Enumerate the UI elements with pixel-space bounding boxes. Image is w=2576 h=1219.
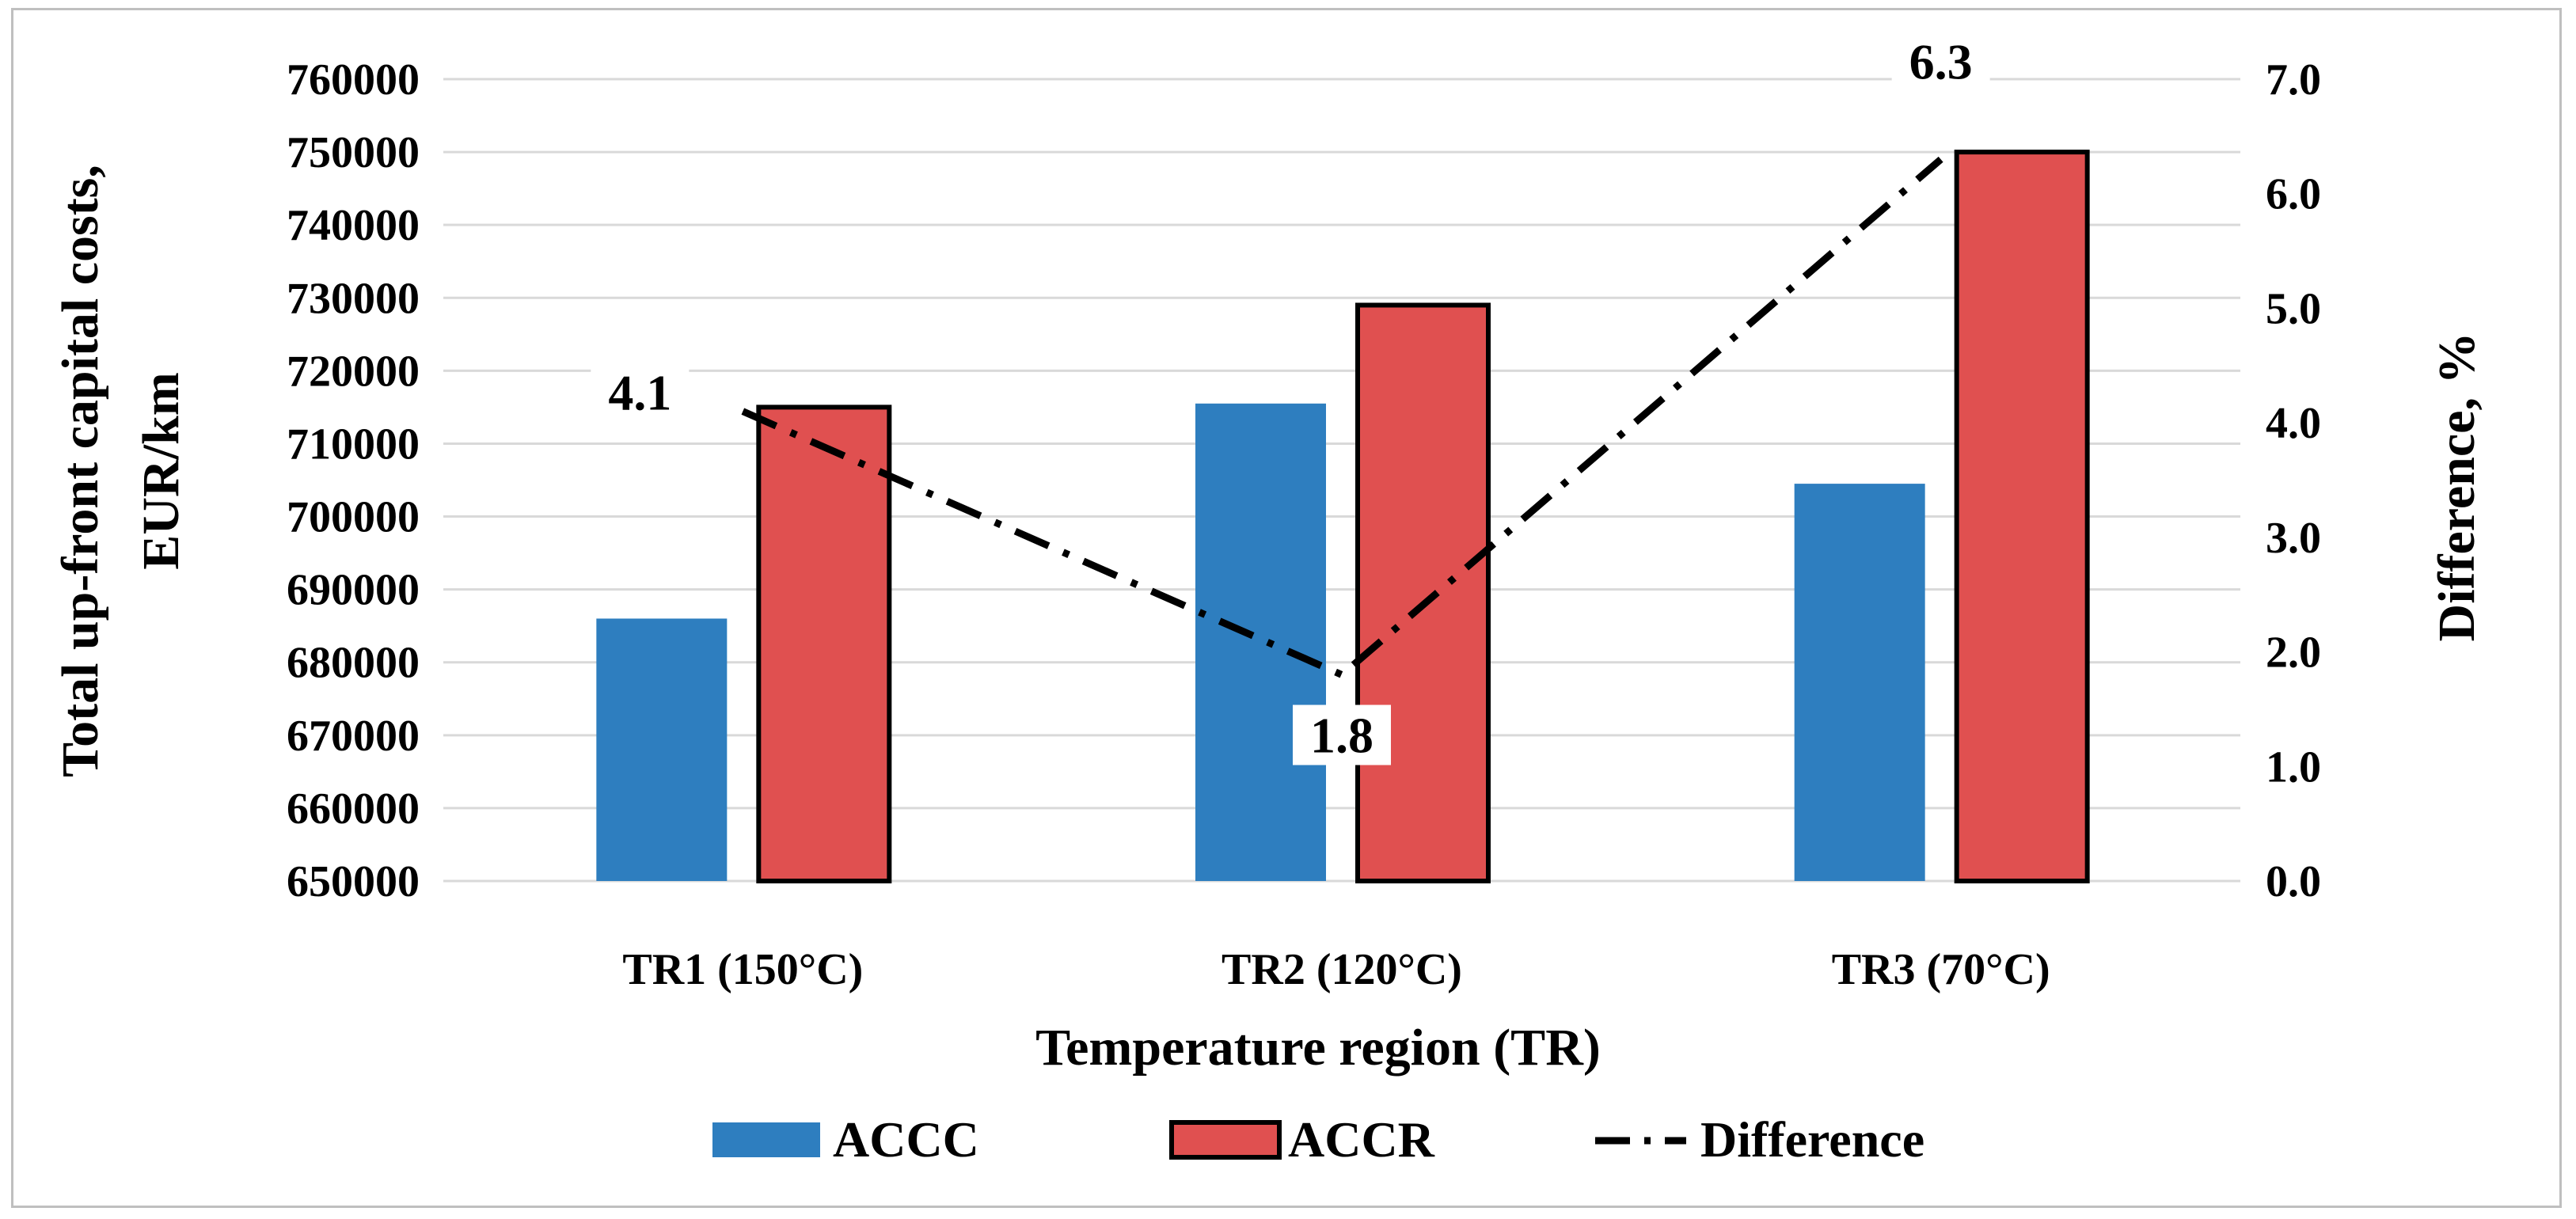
left-axis-ticks: 650000 660000 670000 680000 690000 700000 7100… <box>287 55 420 906</box>
y2-axis-title: Difference, % <box>2428 332 2486 642</box>
legend: ACCC ACCR Difference <box>712 1111 1924 1168</box>
data-labels: 4.1 1.8 6.3 <box>591 31 1990 765</box>
y2-tick-label: 6.0 <box>2266 170 2321 219</box>
data-label: 1.8 <box>1310 708 1373 764</box>
y-tick-label: 740000 <box>287 201 420 250</box>
y2-tick-label: 3.0 <box>2266 514 2321 563</box>
y-tick-label: 710000 <box>287 420 420 469</box>
bar-accc <box>1195 403 1326 881</box>
legend-swatch-accc <box>712 1122 820 1157</box>
y-tick-label: 730000 <box>287 274 420 323</box>
bar-accr <box>756 404 892 883</box>
data-label: 4.1 <box>608 365 671 421</box>
bar-accr <box>1355 302 1491 883</box>
x-axis-ticks: TR1 (150°C) TR2 (120°C) TR3 (70°C) <box>622 945 2050 994</box>
data-label-bg <box>591 362 690 423</box>
legend-label-accc: ACCC <box>833 1111 979 1168</box>
bars <box>596 150 2090 884</box>
y-tick-label: 680000 <box>287 639 420 688</box>
bar-accc <box>1794 484 1925 881</box>
x-axis-title: Temperature region (TR) <box>1035 1019 1601 1077</box>
difference-series-line <box>741 156 1943 679</box>
bar-accc <box>596 618 728 881</box>
x-tick-label: TR2 (120°C) <box>1222 945 1462 994</box>
data-label: 6.3 <box>1909 33 1973 89</box>
y-tick-label: 760000 <box>287 55 420 104</box>
legend-swatch-accr <box>1169 1120 1282 1160</box>
gridlines <box>443 78 2240 883</box>
legend-label-accr: ACCR <box>1288 1111 1435 1168</box>
y2-tick-label: 7.0 <box>2266 55 2321 104</box>
right-axis-ticks: 0.0 1.0 2.0 3.0 4.0 5.0 6.0 7.0 <box>2266 55 2321 906</box>
y2-tick-label: 1.0 <box>2266 742 2321 792</box>
y2-tick-label: 2.0 <box>2266 628 2321 678</box>
difference-line <box>741 156 1943 679</box>
y-tick-label: 750000 <box>287 128 420 177</box>
data-label-bg <box>1293 704 1391 765</box>
y-axis-title-line1: Total up-front capital costs, <box>51 165 109 777</box>
data-label-bg <box>1891 31 1990 92</box>
y2-tick-label: 0.0 <box>2266 857 2321 906</box>
x-tick-label: TR3 (70°C) <box>1832 945 2050 994</box>
y-tick-label: 690000 <box>287 566 420 615</box>
y-tick-label: 650000 <box>287 857 420 906</box>
y-tick-label: 720000 <box>287 347 420 396</box>
legend-label-difference: Difference <box>1700 1111 1924 1168</box>
y-tick-label: 700000 <box>287 493 420 542</box>
y2-tick-label: 5.0 <box>2266 284 2321 333</box>
bar-accr <box>1954 150 2090 884</box>
x-tick-label: TR1 (150°C) <box>622 945 863 994</box>
y-axis-title-line2: EUR/km <box>132 372 190 569</box>
y-tick-label: 660000 <box>287 784 420 834</box>
y-tick-label: 670000 <box>287 712 420 761</box>
y2-tick-label: 4.0 <box>2266 399 2321 448</box>
